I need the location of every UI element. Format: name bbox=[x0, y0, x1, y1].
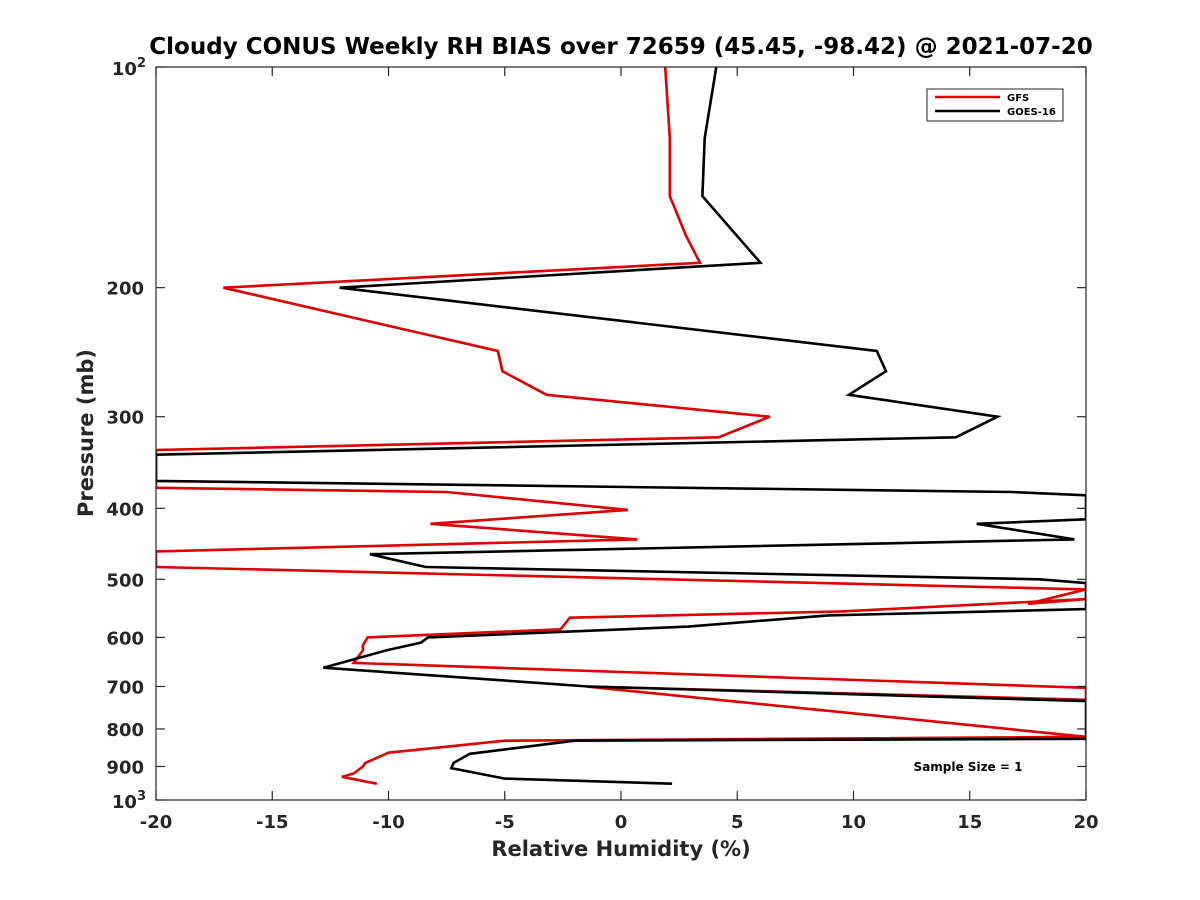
legend-entry-label: GOES-16 bbox=[1007, 107, 1056, 118]
x-tick-label: -10 bbox=[372, 812, 405, 833]
x-tick-label: -20 bbox=[140, 812, 173, 833]
y-tick-label: 700 bbox=[106, 677, 144, 698]
x-tick-label: 0 bbox=[615, 812, 628, 833]
x-axis-label: Relative Humidity (%) bbox=[491, 837, 750, 861]
y-tick-label: 600 bbox=[106, 628, 144, 649]
y-tick-label: 300 bbox=[106, 408, 144, 429]
y-tick-label: 400 bbox=[106, 499, 144, 520]
series-line-goes-16 bbox=[156, 67, 1086, 785]
y-tick-label: 102 bbox=[112, 56, 146, 80]
x-tick-label: 10 bbox=[841, 812, 866, 833]
y-tick-label: 500 bbox=[106, 570, 144, 591]
y-tick-label: 900 bbox=[106, 757, 144, 778]
sample-size-annotation: Sample Size = 1 bbox=[914, 760, 1023, 774]
legend-entry-label: GFS bbox=[1007, 93, 1029, 104]
legend-box bbox=[926, 88, 1064, 122]
chart-title: Cloudy CONUS Weekly RH BIAS over 72659 (… bbox=[149, 34, 1092, 60]
series-line-gfs bbox=[156, 67, 1086, 785]
x-tick-label: 5 bbox=[731, 812, 744, 833]
x-tick-label: -15 bbox=[256, 812, 289, 833]
y-tick-label: 103 bbox=[112, 789, 146, 813]
plot-lines bbox=[156, 67, 1086, 785]
y-tick-label: 200 bbox=[106, 279, 144, 300]
x-tick-label: -5 bbox=[495, 812, 515, 833]
x-axis-ticks: -20 -15 -10 -5 0 5 10 15 20 bbox=[140, 67, 1099, 833]
y-tick-label: 800 bbox=[106, 720, 144, 741]
x-tick-label: 20 bbox=[1073, 812, 1098, 833]
y-axis-ticks: 102 200 300 400 500 600 700 800 900 103 bbox=[106, 56, 1086, 813]
legend: GFS GOES-16 bbox=[926, 88, 1064, 122]
x-tick-label: 15 bbox=[957, 812, 982, 833]
y-axis-label: Pressure (mb) bbox=[74, 349, 98, 517]
